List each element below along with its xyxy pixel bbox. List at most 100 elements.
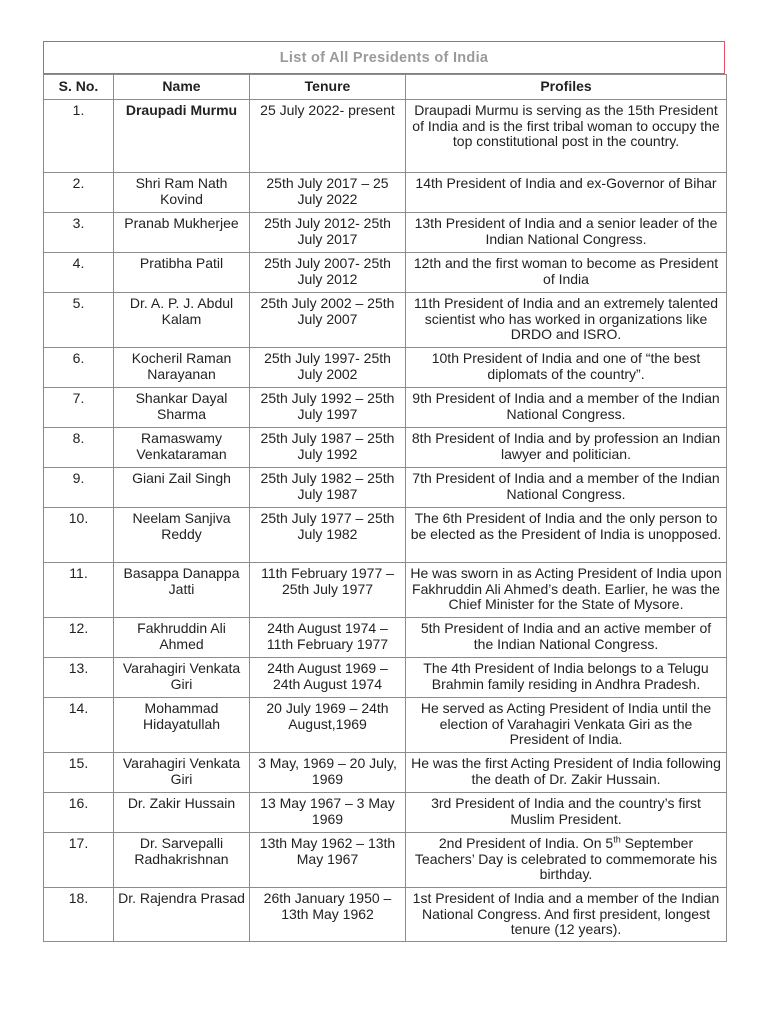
table-row: 10. Neelam Sanjiva Reddy 25th July 1977 – … (43, 507, 727, 563)
cell-sno-text: 16. (68, 795, 89, 811)
cell-sno: 3. (43, 212, 114, 253)
table-row: 7. Shankar Dayal Sharma 25th July 1992 – 2… (43, 387, 727, 428)
cell-sno: 8. (43, 427, 114, 468)
cell-tenure: 25th July 2012- 25th July 2017 (249, 212, 406, 253)
cell-tenure-text: 25th July 2002 – 25th July 2007 (260, 295, 395, 327)
cell-tenure: 25th July 1987 – 25th July 1992 (249, 427, 406, 468)
cell-tenure-text: 26th January 1950 – 13th May 1962 (263, 890, 392, 922)
cell-profile: 13th President of India and a senior lea… (405, 212, 727, 253)
cell-profile: 2nd President of India. On 5th September… (405, 832, 727, 888)
cell-profile-text: He served as Acting President of India u… (420, 700, 712, 747)
cell-profile: 12th and the first woman to become as Pr… (405, 252, 727, 293)
cell-profile: The 6th President of India and the only … (405, 507, 727, 563)
cell-sno: 14. (43, 697, 114, 753)
cell-name: Giani Zail Singh (113, 467, 250, 508)
cell-sno: 12. (43, 617, 114, 658)
cell-name-text: Varahagiri Venkata Giri (122, 660, 241, 692)
cell-tenure-text: 25th July 1982 – 25th July 1987 (260, 470, 395, 502)
cell-profile-text: 3rd President of India and the country’s… (431, 795, 701, 827)
cell-profile-text: The 4th President of India belongs to a … (423, 660, 709, 692)
cell-tenure-text: 24th August 1969 – 24th August 1974 (267, 660, 388, 692)
superscript: th (613, 834, 621, 845)
cell-profile: 14th President of India and ex-Governor … (405, 172, 727, 213)
cell-name-text: Dr. Rajendra Prasad (118, 890, 245, 906)
cell-sno: 4. (43, 252, 114, 293)
cell-name: Basappa Danappa Jatti (113, 562, 250, 618)
table-row: 15. Varahagiri Venkata Giri 3 May, 1969 – … (43, 752, 727, 793)
cell-name-text: Neelam Sanjiva Reddy (132, 510, 231, 542)
cell-tenure-text: 25 July 2022- present (260, 102, 395, 118)
table-row: 4. Pratibha Patil 25th July 2007- 25th Jul… (43, 252, 727, 293)
cell-tenure-text: 13th May 1962 – 13th May 1967 (259, 835, 396, 867)
cell-tenure: 13 May 1967 – 3 May 1969 (249, 792, 406, 833)
cell-sno-text: 2. (72, 175, 85, 191)
header-row: S. No. Name Tenure Profiles (43, 74, 727, 100)
cell-tenure-text: 25th July 1997- 25th July 2002 (264, 350, 391, 382)
cell-tenure-text: 3 May, 1969 – 20 July, 1969 (258, 755, 397, 787)
cell-sno-text: 13. (68, 660, 89, 676)
cell-tenure-text: 20 July 1969 – 24th August,1969 (266, 700, 389, 732)
cell-tenure-text: 13 May 1967 – 3 May 1969 (260, 795, 395, 827)
cell-name-text: Shankar Dayal Sharma (135, 390, 228, 422)
cell-tenure: 25th July 2002 – 25th July 2007 (249, 292, 406, 348)
cell-profile: 1st President of India and a member of t… (405, 887, 727, 942)
cell-name-text: Shri Ram Nath Kovind (135, 175, 228, 207)
cell-profile-text: 7th President of India and a member of t… (412, 470, 720, 502)
cell-name-text: Giani Zail Singh (132, 470, 231, 486)
cell-sno: 17. (43, 832, 114, 888)
cell-sno: 5. (43, 292, 114, 348)
table-row: 2. Shri Ram Nath Kovind 25th July 2017 – 2… (43, 172, 727, 213)
cell-profile-text: 11th President of India and an extremely… (413, 295, 719, 342)
cell-profile-text: 9th President of India and a member of t… (412, 390, 720, 422)
cell-profile: 8th President of India and by profession… (405, 427, 727, 468)
cell-tenure: 24th August 1974 – 11th February 1977 (249, 617, 406, 658)
cell-sno-text: 9. (72, 470, 85, 486)
cell-sno: 6. (43, 347, 114, 388)
cell-sno-text: 17. (68, 835, 89, 851)
cell-tenure-text: 25th July 2012- 25th July 2017 (264, 215, 391, 247)
cell-tenure: 25th July 1977 – 25th July 1982 (249, 507, 406, 563)
cell-profile-text: 2nd President of India. On 5 (438, 835, 614, 851)
cell-name-text: Dr. Sarvepalli Radhakrishnan (134, 835, 229, 867)
cell-name-text: Dr. Zakir Hussain (127, 795, 236, 811)
cell-sno-text: 12. (68, 620, 89, 636)
cell-name-text: Ramaswamy Venkataraman (136, 430, 227, 462)
cell-tenure: 25th July 1992 – 25th July 1997 (249, 387, 406, 428)
cell-tenure: 3 May, 1969 – 20 July, 1969 (249, 752, 406, 793)
cell-name: Neelam Sanjiva Reddy (113, 507, 250, 563)
cell-profile: Draupadi Murmu is serving as the 15th Pr… (405, 99, 727, 173)
table-title: List of All Presidents of India (279, 49, 489, 66)
cell-name-text: Pratibha Patil (139, 255, 224, 271)
presidents-table: S. No. Name Tenure Profiles 1. Draupadi M… (43, 74, 727, 942)
table-title-box: List of All Presidents of India (43, 41, 725, 74)
cell-profile: The 4th President of India belongs to a … (405, 657, 727, 698)
cell-sno: 1. (43, 99, 114, 173)
header-sno: S. No. (43, 74, 114, 100)
cell-tenure: 20 July 1969 – 24th August,1969 (249, 697, 406, 753)
cell-sno: 9. (43, 467, 114, 508)
cell-sno-text: 1. (72, 102, 85, 118)
cell-name: Ramaswamy Venkataraman (113, 427, 250, 468)
cell-profile-text: 8th President of India and by profession… (411, 430, 721, 462)
cell-tenure: 25 July 2022- present (249, 99, 406, 173)
cell-profile-text: 10th President of India and one of “the … (431, 350, 701, 382)
cell-sno: 10. (43, 507, 114, 563)
cell-profile: He was sworn in as Acting President of I… (405, 562, 727, 618)
cell-profile-text: Draupadi Murmu is serving as the 15th Pr… (412, 102, 720, 149)
cell-profile-text: 5th President of India and an active mem… (420, 620, 712, 652)
cell-profile-text: 1st President of India and a member of t… (412, 890, 720, 937)
cell-profile: He served as Acting President of India u… (405, 697, 727, 753)
cell-name: Dr. A. P. J. Abdul Kalam (113, 292, 250, 348)
cell-name-text: Basappa Danappa Jatti (123, 565, 240, 597)
cell-name: Pratibha Patil (113, 252, 250, 293)
table-row: 17. Dr. Sarvepalli Radhakrishnan 13th May … (43, 832, 727, 888)
cell-name-text: Varahagiri Venkata Giri (122, 755, 241, 787)
table-row: 8. Ramaswamy Venkataraman 25th July 1987 –… (43, 427, 727, 468)
cell-sno-text: 10. (68, 510, 89, 526)
cell-sno: 18. (43, 887, 114, 942)
cell-sno-text: 4. (72, 255, 85, 271)
table-row: 16. Dr. Zakir Hussain 13 May 1967 – 3 May … (43, 792, 727, 833)
table-row: 9. Giani Zail Singh 25th July 1982 – 25th … (43, 467, 727, 508)
table-row: 5. Dr. A. P. J. Abdul Kalam 25th July 2002… (43, 292, 727, 348)
cell-name-text: Draupadi Murmu (125, 102, 238, 118)
